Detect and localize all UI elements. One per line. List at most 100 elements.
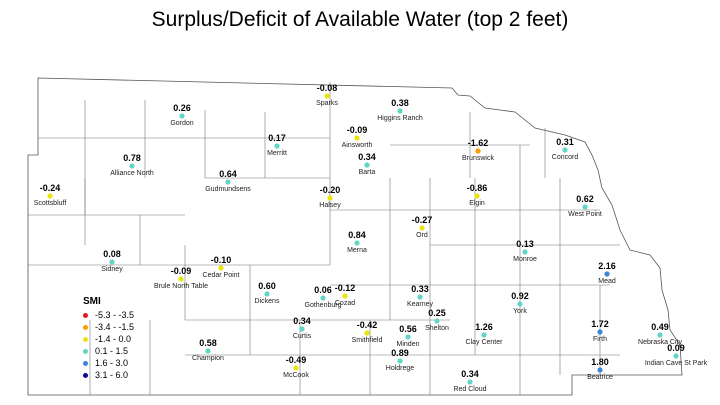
station-dot xyxy=(597,329,603,335)
station-marker: 0.92 York xyxy=(511,291,529,315)
county-line xyxy=(204,110,330,179)
station-dot xyxy=(405,334,411,340)
station-dot xyxy=(354,135,360,141)
station-dot xyxy=(562,147,568,153)
station-name: Gordon xyxy=(170,120,193,127)
station-name: Minden xyxy=(397,341,420,348)
station-value: 0.49 xyxy=(651,322,669,332)
station-marker: 0.34 Bartа xyxy=(358,152,376,176)
county-line xyxy=(184,245,450,321)
station-dot xyxy=(467,379,473,385)
station-value: -0.49 xyxy=(286,355,307,365)
station-marker: -1.62 Brunswick xyxy=(462,138,494,162)
station-name: Halsey xyxy=(319,202,341,209)
station-value: 0.89 xyxy=(391,348,409,358)
station-value: 0.34 xyxy=(461,369,479,379)
station-dot xyxy=(293,365,299,371)
station-value: 0.13 xyxy=(516,239,534,249)
station-value: 0.38 xyxy=(391,98,409,108)
station-value: 0.34 xyxy=(293,316,311,326)
station-value: -0.09 xyxy=(347,125,368,135)
station-value: -0.27 xyxy=(412,215,433,225)
station-value: 0.60 xyxy=(258,281,276,291)
station-marker: -0.20 Halsey xyxy=(319,185,341,209)
station-dot xyxy=(364,162,370,168)
station-marker: 0.62 West Point xyxy=(568,194,602,218)
county-lines xyxy=(28,82,620,395)
station-name: Sidney xyxy=(101,266,123,273)
station-dot xyxy=(397,358,403,364)
legend-label: -1.4 - 0.0 xyxy=(95,334,132,344)
station-dot xyxy=(364,330,370,336)
station-name: Holdrege xyxy=(386,365,415,372)
station-name: Sparks xyxy=(316,100,338,107)
station-name: Monroe xyxy=(513,256,537,263)
station-value: 0.06 xyxy=(314,285,332,295)
station-value: 0.33 xyxy=(411,284,429,294)
legend-label: -3.4 - -1.5 xyxy=(95,322,135,332)
station-marker: -0.08 Sparks xyxy=(316,83,338,107)
station-value: 0.78 xyxy=(123,153,141,163)
station-dot xyxy=(419,225,425,231)
station-dot xyxy=(517,301,523,307)
station-marker: 0.09 Indian Cave St Park xyxy=(645,343,708,367)
station-name: Dickens xyxy=(255,298,280,305)
station-marker: 0.58 Champion xyxy=(192,338,224,362)
station-dot xyxy=(417,294,423,300)
station-marker: 0.13 Monroe xyxy=(513,239,537,263)
station-dot xyxy=(522,249,528,255)
station-marker: 0.38 Higgins Ranch xyxy=(377,98,423,122)
legend-title: SMI xyxy=(83,296,101,307)
station-marker: 0.34 Curtis xyxy=(293,316,312,340)
station-name: Gudmundsens xyxy=(205,186,251,193)
station-value: 1.80 xyxy=(591,357,609,367)
station-dot xyxy=(597,367,603,373)
station-name: Ainsworth xyxy=(342,142,373,149)
station-name: Champion xyxy=(192,355,224,362)
station-marker: -0.12 Cozad xyxy=(335,283,356,307)
station-value: 2.16 xyxy=(598,261,616,271)
station-name: Clay Center xyxy=(466,339,504,346)
station-value: 0.34 xyxy=(358,152,376,162)
station-value: 1.72 xyxy=(591,319,609,329)
station-dot xyxy=(434,318,440,324)
station-name: Curtis xyxy=(293,333,312,340)
legend-label: 1.6 - 3.0 xyxy=(95,358,129,368)
station-marker: 2.16 Mead xyxy=(598,261,616,285)
station-value: -0.86 xyxy=(467,183,488,193)
legend-item: 3.1 - 6.0 xyxy=(83,369,134,381)
station-value: 0.62 xyxy=(576,194,594,204)
legend: SMI -5.3 - -3.5 -3.4 - -1.5 -1.4 - 0.0 0… xyxy=(83,296,134,381)
legend-item: 0.1 - 1.5 xyxy=(83,345,134,357)
station-name: Firth xyxy=(593,336,607,343)
station-dot xyxy=(475,148,481,154)
station-dot xyxy=(657,332,663,338)
legend-swatch xyxy=(83,348,88,354)
station-dot xyxy=(397,108,403,114)
station-name: Indian Cave St Park xyxy=(645,360,708,367)
station-name: Merna xyxy=(347,247,367,254)
station-value: 0.26 xyxy=(173,103,191,113)
station-name: Elgin xyxy=(469,200,485,207)
station-dot xyxy=(274,143,280,149)
station-marker: 0.60 Dickens xyxy=(255,281,280,305)
station-dot xyxy=(474,193,480,199)
station-markers: -0.08 Sparks 0.38 Higgins Ranch 0.26 Gordon -0… xyxy=(34,83,708,393)
station-marker: -0.27 Ord xyxy=(412,215,433,239)
station-value: 0.09 xyxy=(667,343,685,353)
station-dot xyxy=(178,276,184,282)
station-value: -0.24 xyxy=(40,183,61,193)
station-name: McCook xyxy=(283,372,309,379)
station-value: 0.25 xyxy=(428,308,446,318)
station-name: Brunswick xyxy=(462,155,494,162)
station-dot xyxy=(320,295,326,301)
station-dot xyxy=(47,193,53,199)
station-marker: 0.08 Sidney xyxy=(101,249,123,273)
station-marker: 1.72 Firth xyxy=(591,319,609,343)
legend-item: -3.4 - -1.5 xyxy=(83,321,134,333)
station-marker: 0.64 Gudmundsens xyxy=(205,169,251,193)
station-marker: 0.56 Minden xyxy=(397,324,420,348)
station-value: -0.20 xyxy=(320,185,341,195)
station-value: -0.10 xyxy=(211,255,232,265)
